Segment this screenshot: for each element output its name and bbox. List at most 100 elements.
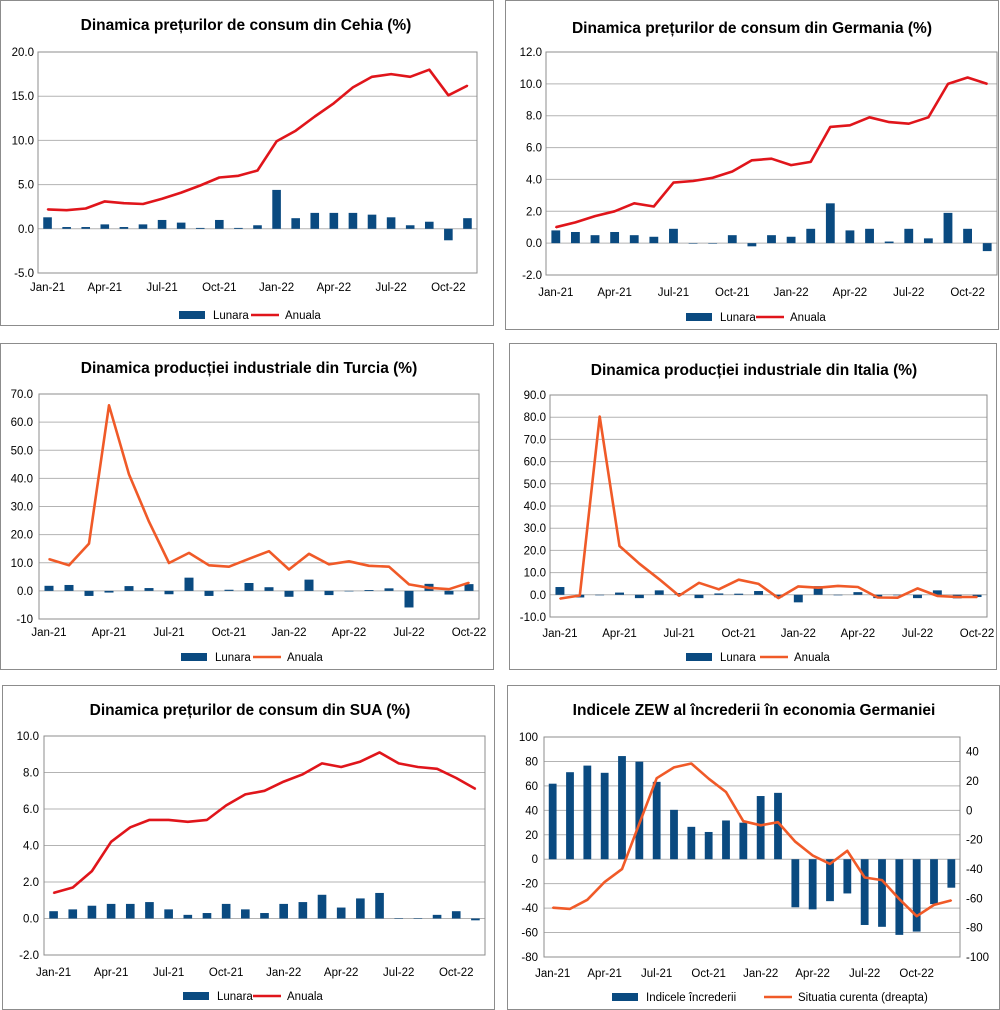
line-point-May-22 (352, 86, 354, 89)
legend-swatch-bar (179, 311, 205, 319)
line-point-Nov-22 (986, 83, 988, 85)
y-tick-label: 2.0 (23, 877, 39, 889)
plot-area (545, 51, 998, 276)
chart-panel-zew: Indicele ZEW al încrederii în economia G… (507, 685, 1000, 1010)
line-point-Nov-22 (466, 84, 469, 87)
line-point-Jan-21 (52, 892, 55, 894)
y-tick-label: -20 (521, 879, 538, 891)
legend-swatch-bar (181, 653, 207, 661)
bar-Jan-22 (279, 903, 288, 919)
line-point-Aug-21 (698, 582, 700, 584)
bar-Dec-21 (260, 913, 269, 919)
chart-cehia-cpi: Dinamica prețurilor de consum din Cehia … (12, 17, 478, 322)
line-point-Apr-21 (108, 404, 110, 407)
y2-tick-label: -100 (966, 952, 989, 964)
bar-Jul-22 (386, 217, 396, 229)
bar-Oct-22 (451, 911, 461, 919)
x-tick-label: Oct-22 (452, 627, 487, 639)
bar-Jan-21 (43, 217, 52, 229)
line-point-Apr-22 (857, 586, 859, 588)
x-tick-label: Jul-22 (393, 627, 424, 639)
y2-tick-label: -40 (966, 864, 983, 876)
line-point-May-22 (868, 116, 871, 119)
line-point-Jan-22 (759, 824, 762, 827)
line-point-Sep-22 (956, 596, 959, 598)
plot-area (543, 736, 961, 958)
y-tick-label: 0.0 (526, 238, 542, 250)
line-point-Nov-21 (725, 791, 727, 793)
line-point-Feb-21 (569, 908, 571, 910)
bar-Sep-21 (204, 590, 214, 596)
x-tick-label: Apr-22 (795, 968, 830, 980)
x-tick-label: Oct-21 (209, 967, 244, 979)
line-point-Nov-22 (933, 904, 935, 906)
line-point-May-21 (638, 562, 641, 565)
bar-Nov-22 (982, 243, 992, 252)
line-point-Sep-22 (436, 768, 438, 770)
line-point-Nov-21 (237, 174, 240, 177)
line-point-Jun-22 (388, 565, 390, 568)
line-point-Feb-22 (294, 129, 297, 132)
bar-Oct-21 (704, 831, 713, 860)
legend-label-line: Anuala (287, 652, 323, 664)
bar-Aug-21 (183, 914, 193, 919)
y-tick-label: 40.0 (11, 473, 33, 485)
line-point-Jun-21 (142, 203, 144, 205)
bar-Oct-22 (912, 859, 921, 932)
bar-Sep-21 (202, 913, 212, 919)
line-point-Aug-21 (187, 820, 189, 823)
line-point-Nov-22 (474, 788, 477, 790)
y-tick-label: 5.0 (18, 180, 34, 192)
line-point-Jul-22 (397, 762, 400, 765)
line-point-Jan-22 (275, 140, 278, 143)
bar-Jan-22 (284, 590, 294, 597)
bar-Sep-21 (714, 593, 724, 595)
line-point-Sep-21 (199, 184, 202, 187)
y-tick-label: 0.0 (17, 586, 33, 598)
line-point-Jun-22 (896, 596, 899, 599)
chart-panel-cehia: Dinamica prețurilor de consum din Cehia … (0, 0, 494, 326)
y-tick-label: 80.0 (524, 412, 546, 424)
line-point-Feb-22 (817, 586, 819, 589)
line-point-Aug-22 (881, 879, 883, 881)
bar-Oct-21 (215, 219, 224, 229)
bar-Oct-21 (727, 235, 737, 244)
y-tick-label: 8.0 (526, 111, 542, 123)
bar-Jul-22 (394, 918, 404, 919)
line-point-Apr-22 (348, 560, 350, 563)
bar-Oct-22 (963, 228, 972, 244)
bar-Apr-21 (104, 590, 114, 593)
line-point-Mar-21 (594, 215, 596, 217)
line-point-Oct-21 (218, 176, 221, 179)
line-point-Jul-21 (672, 181, 675, 184)
y2-tick-label: 20 (966, 776, 979, 788)
line-point-Apr-21 (110, 841, 112, 843)
line-point-Jul-21 (655, 777, 658, 780)
bar-Jun-21 (649, 236, 659, 244)
bar-Jan-21 (44, 585, 54, 591)
x-tick-label: Jul-21 (663, 628, 694, 640)
y-tick-label: 4.0 (526, 174, 542, 186)
x-tick-label: Apr-21 (587, 968, 622, 980)
line-point-Jan-21 (559, 597, 561, 600)
plot-area (43, 735, 486, 956)
x-tick-label: Apr-22 (833, 287, 868, 299)
line-point-Aug-21 (188, 552, 190, 554)
bar-Aug-21 (688, 243, 698, 244)
bar-Sep-22 (895, 859, 904, 935)
bar-Feb-21 (62, 227, 71, 229)
bar-Mar-22 (833, 594, 843, 596)
bar-Mar-22 (791, 859, 800, 908)
plot-area (37, 51, 478, 274)
bar-Apr-22 (808, 859, 817, 910)
x-tick-label: Jul-21 (153, 967, 184, 979)
bar-Feb-21 (566, 772, 574, 860)
line-point-Mar-22 (829, 126, 832, 128)
bar-Apr-22 (845, 230, 855, 244)
bar-Aug-21 (670, 809, 678, 860)
x-tick-label: Jul-22 (375, 282, 406, 294)
bar-Sep-22 (444, 590, 454, 595)
bar-May-22 (348, 212, 358, 229)
bar-Sep-21 (687, 826, 696, 860)
bar-Jun-22 (893, 594, 903, 596)
